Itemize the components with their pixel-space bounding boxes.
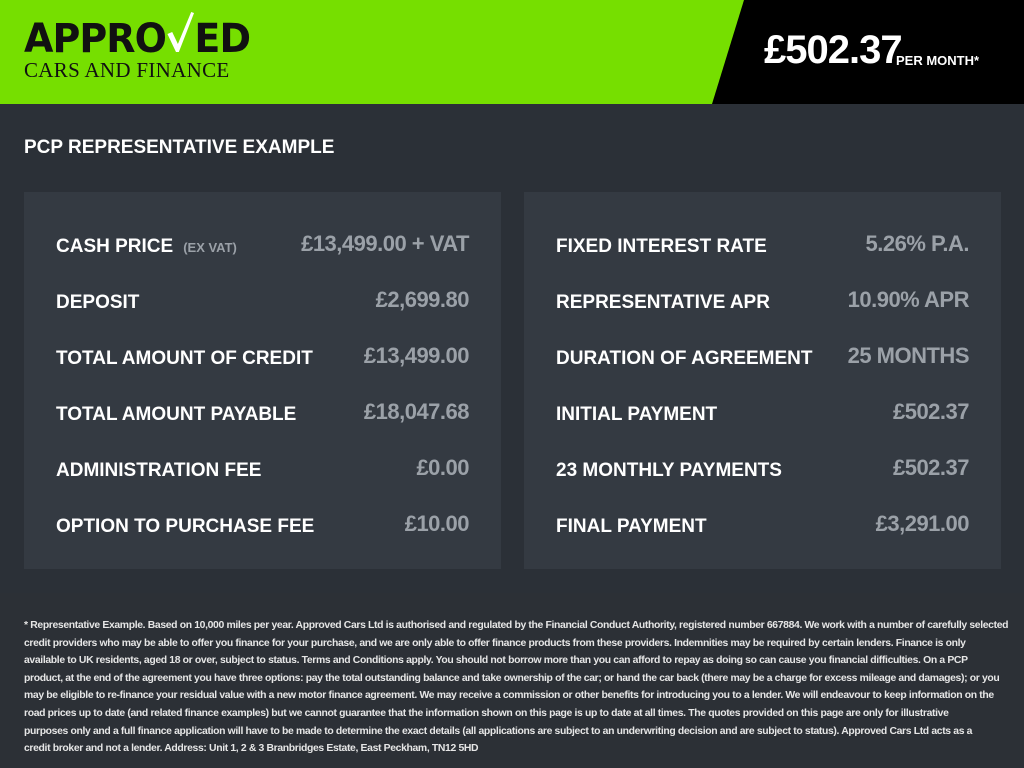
checkmark-icon [166,12,195,60]
finance-row: INITIAL PAYMENT £502.37 [556,384,970,440]
disclaimer-line: may be eligible to re-finance your resid… [24,690,994,702]
row-label: TOTAL AMOUNT PAYABLE [56,404,297,425]
finance-panel-left: CASH PRICE (EX VAT) £13,499.00 + VAT DEPOS… [24,192,501,569]
finance-panel-right: FIXED INTEREST RATE 5.26% P.A. REPRESENTA… [524,192,1001,569]
finance-row: ADMINISTRATION FEE £0.00 [56,440,469,496]
row-label: INITIAL PAYMENT [556,404,718,425]
finance-row: DEPOSIT £2,699.80 [56,272,470,328]
row-label: DEPOSIT [56,292,140,313]
row-value: 5.26% P.A. [865,231,970,256]
finance-row: 23 MONTHLY PAYMENTS £502.37 [556,440,970,496]
per-month-label: PER MONTH* [896,53,980,68]
row-value: £10.00 [404,511,470,536]
row-value: £18,047.68 [363,399,470,424]
row-label: CASH PRICE [56,236,174,257]
row-label: OPTION TO PURCHASE FEE [56,516,315,537]
monthly-price-box: £502.37 PER MONTH* [712,0,1024,104]
disclaimer-line: credit providers who may be able to offe… [24,637,966,649]
row-value: £502.37 [892,455,970,480]
row-label: FIXED INTEREST RATE [556,236,767,257]
finance-row: DURATION OF AGREEMENT 25 MONTHS [556,328,970,384]
row-value: 10.90% APR [847,287,970,312]
row-sublabel: (EX VAT) [183,240,237,255]
row-label: TOTAL AMOUNT OF CREDIT [56,348,313,369]
disclaimer-line: road prices up to date (and related fina… [24,707,949,719]
logo-wordmark: APPRO ED [24,12,251,60]
row-value: £3,291.00 [875,511,970,536]
finance-row: CASH PRICE (EX VAT) £13,499.00 + VAT [56,216,469,272]
row-value: £502.37 [892,399,970,424]
row-label: ADMINISTRATION FEE [56,460,262,481]
row-label: REPRESENTATIVE APR [556,292,770,313]
finance-row: OPTION TO PURCHASE FEE £10.00 [56,496,470,552]
row-value: £2,699.80 [375,287,470,312]
header: APPRO ED CARS AND FINANCE £502.37 PER MON… [0,0,1024,104]
row-label: 23 MONTHLY PAYMENTS [556,460,782,481]
finance-row: TOTAL AMOUNT PAYABLE £18,047.68 [56,384,470,440]
row-value: £13,499.00 [363,343,470,368]
disclaimer: * Representative Example. Based on 10,00… [0,593,1024,768]
monthly-price: £502.37 [764,28,903,72]
disclaimer-line: purposes only and a full finance applica… [24,725,973,737]
finance-row: TOTAL AMOUNT OF CREDIT £13,499.00 [56,328,470,384]
section-title: PCP REPRESENTATIVE EXAMPLE [24,137,335,158]
finance-row: FINAL PAYMENT £3,291.00 [556,496,970,552]
disclaimer-line: available to UK residents, aged 18 or ov… [24,655,968,667]
finance-row: REPRESENTATIVE APR 10.90% APR [556,272,970,328]
row-value: £0.00 [416,455,469,480]
disclaimer-line: product, at the end of the agreement you… [24,672,1000,684]
finance-row: FIXED INTEREST RATE 5.26% P.A. [556,216,970,272]
row-value: 25 MONTHS [847,343,970,368]
logo[interactable]: APPRO ED CARS AND FINANCE [24,12,262,82]
row-label: DURATION OF AGREEMENT [556,348,813,369]
logo-subtitle: CARS AND FINANCE [24,58,230,82]
disclaimer-line: credit broker and not a lender. Address:… [24,743,479,755]
row-label: FINAL PAYMENT [556,516,707,537]
row-value: £13,499.00 + VAT [301,231,469,256]
disclaimer-line: * Representative Example. Based on 10,00… [24,620,1009,631]
